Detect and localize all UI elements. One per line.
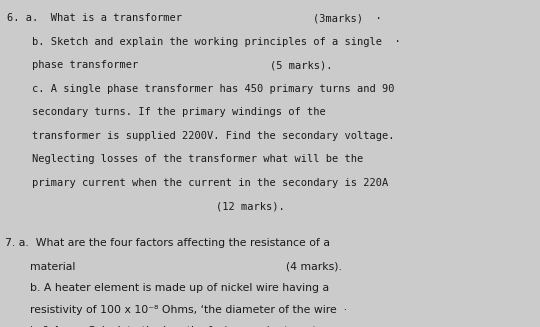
Text: b. Sketch and explain the working principles of a single  ·: b. Sketch and explain the working princi…: [32, 37, 401, 47]
Text: Neglecting losses of the transformer what will be the: Neglecting losses of the transformer wha…: [32, 154, 363, 164]
Text: (5 marks).: (5 marks).: [270, 60, 333, 70]
Text: b. A heater element is made up of nickel wire having a: b. A heater element is made up of nickel…: [30, 283, 329, 293]
Text: (3marks)  ·: (3marks) ·: [313, 13, 382, 23]
Text: (4 marks).: (4 marks).: [286, 262, 342, 272]
Text: transformer is supplied 2200V. Find the secondary voltage.: transformer is supplied 2200V. Find the …: [32, 131, 395, 141]
Text: (12 marks).: (12 marks).: [216, 201, 285, 212]
Text: resistivity of 100 x 10⁻⁸ Ohms, ‘the diameter of the wire  ·: resistivity of 100 x 10⁻⁸ Ohms, ‘the dia…: [30, 305, 347, 315]
Text: 7. a.  What are the four factors affecting the resistance of a: 7. a. What are the four factors affectin…: [5, 238, 330, 248]
Text: primary current when the current in the secondary is 220A: primary current when the current in the …: [32, 178, 389, 188]
Text: phase transformer: phase transformer: [32, 60, 139, 70]
Text: is 0.4mm. Calculate the length of wire require to get a: is 0.4mm. Calculate the length of wire r…: [30, 326, 327, 327]
Text: c. A single phase transformer has 450 primary turns and 90: c. A single phase transformer has 450 pr…: [32, 84, 395, 94]
Text: 6. a.  What is a transformer: 6. a. What is a transformer: [7, 13, 182, 23]
Text: material: material: [30, 262, 75, 272]
Text: secondary turns. If the primary windings of the: secondary turns. If the primary windings…: [32, 107, 326, 117]
